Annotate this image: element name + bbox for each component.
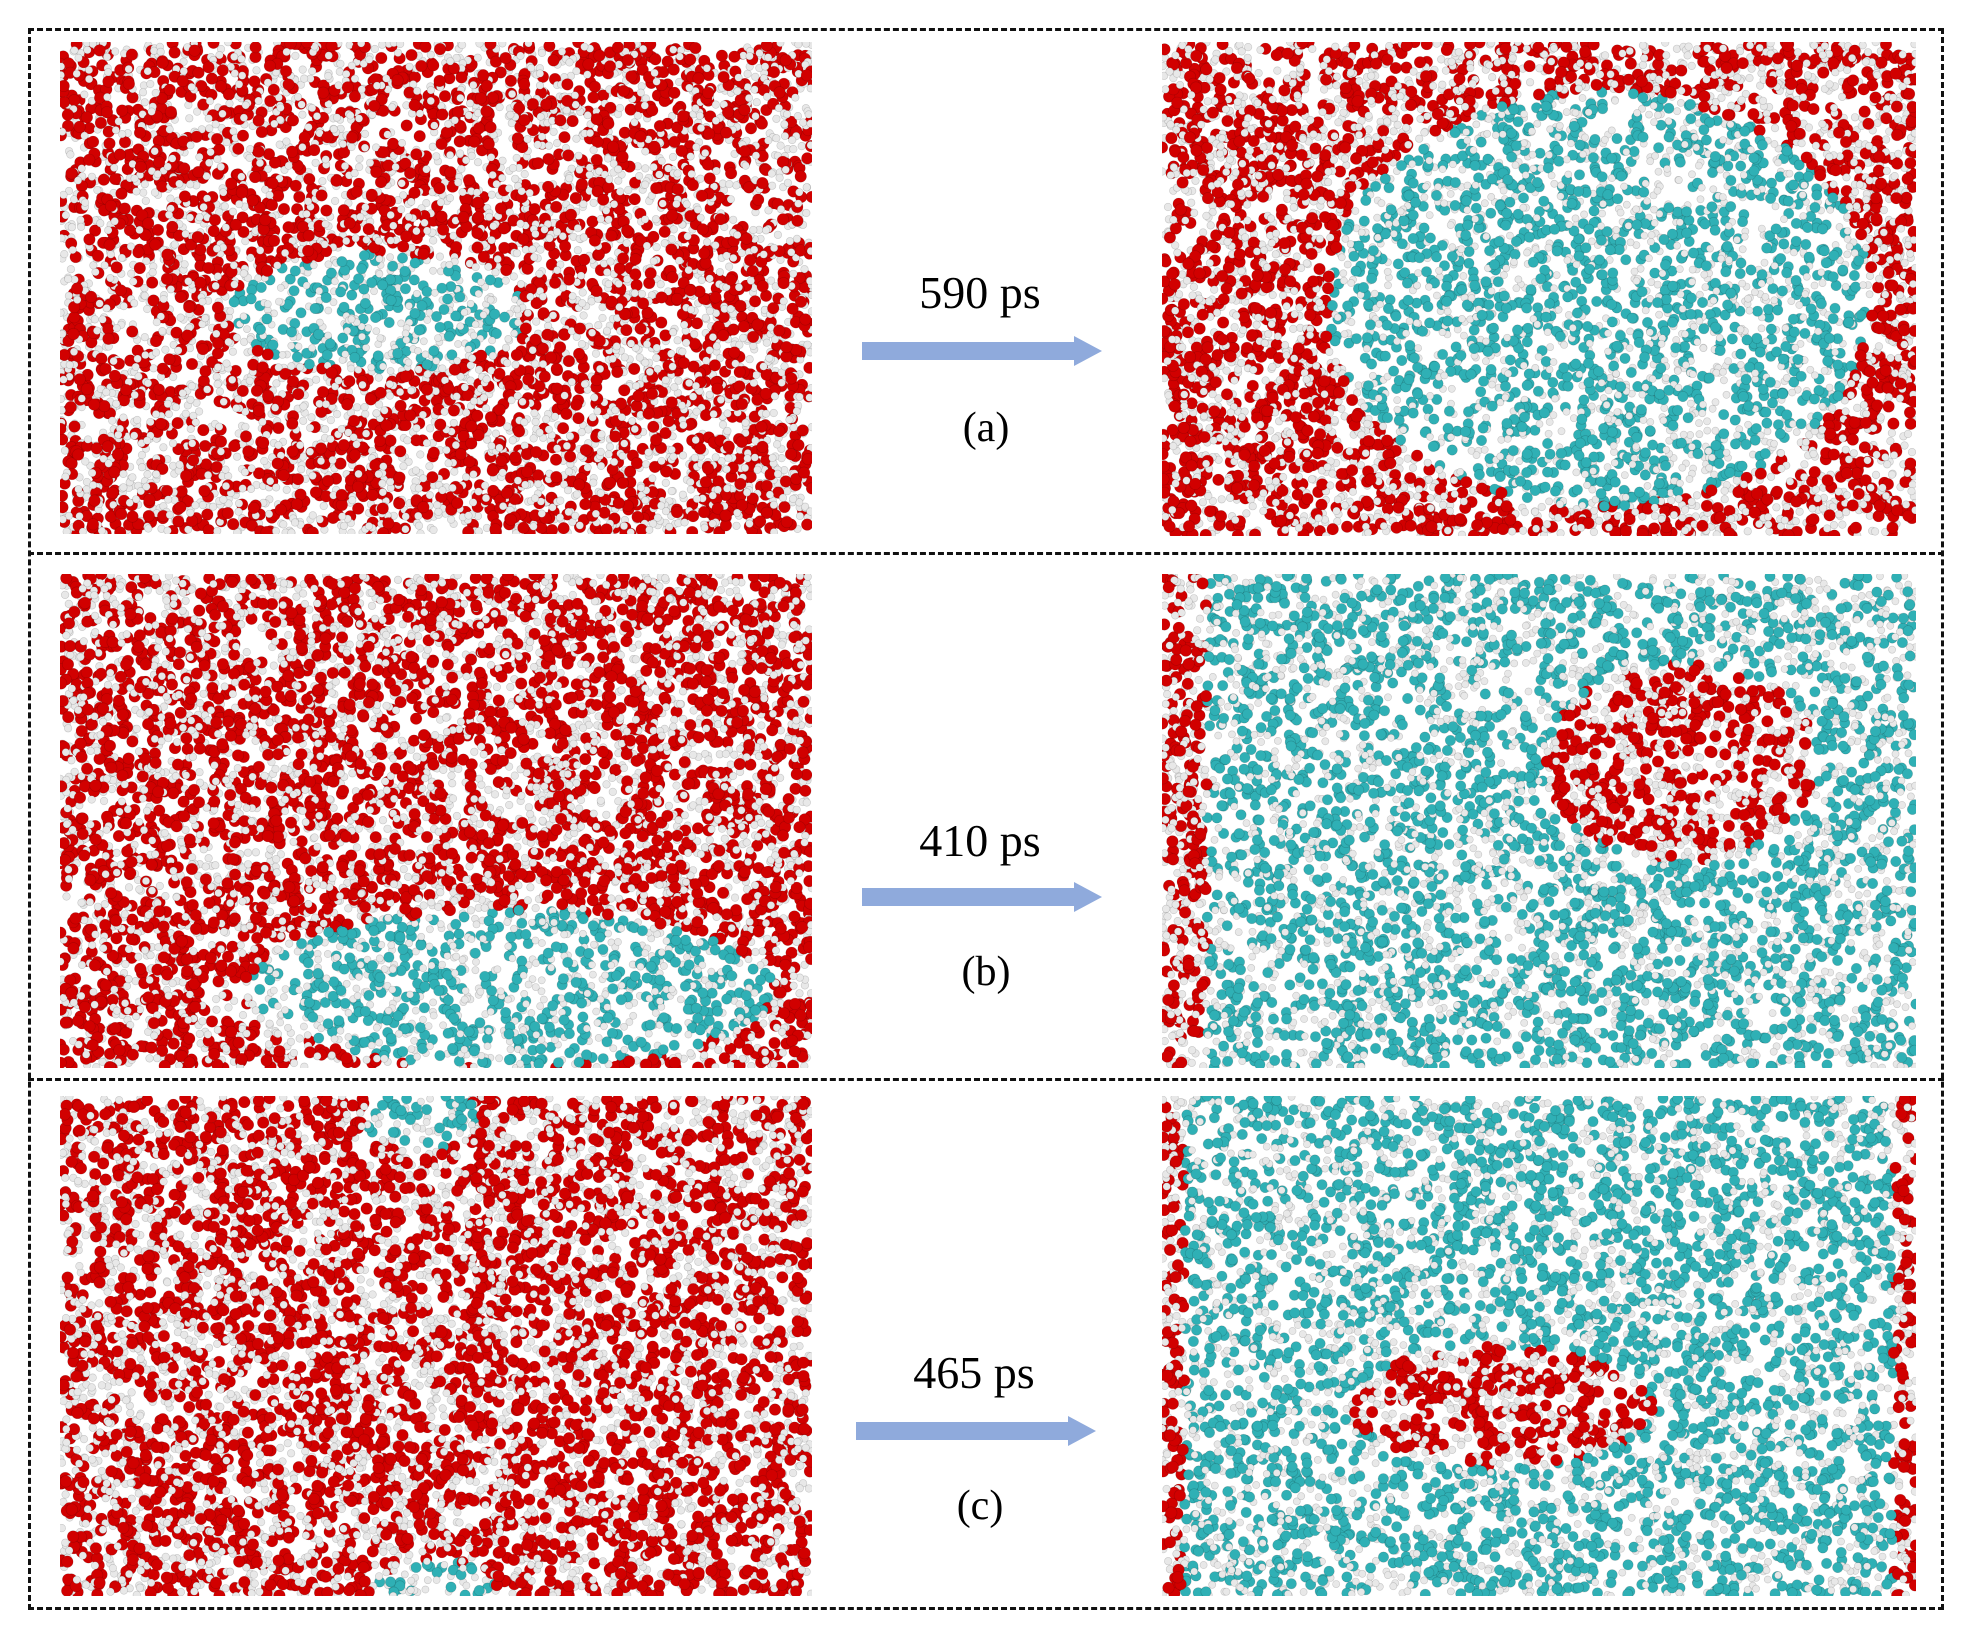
- arrow-b: [862, 882, 1102, 912]
- time-label-a: 590 ps: [850, 266, 1110, 319]
- panel-label-a: (a): [926, 404, 1046, 452]
- time-label-b: 410 ps: [850, 814, 1110, 867]
- arrow-a: [862, 336, 1102, 366]
- time-label-c: 465 ps: [844, 1346, 1104, 1399]
- snapshot-a-initial: [60, 42, 812, 534]
- snapshot-c-final: [1162, 1096, 1916, 1596]
- panel-label-c: (c): [920, 1482, 1040, 1530]
- molecular-texture: [60, 574, 812, 1068]
- molecular-texture: [60, 1096, 812, 1596]
- row-divider-2: [28, 1078, 1944, 1081]
- snapshot-b-initial: [60, 574, 812, 1068]
- outer-dashed-frame: [28, 28, 1944, 1610]
- panel-label-b: (b): [926, 948, 1046, 996]
- molecular-texture: [1162, 42, 1916, 536]
- snapshot-b-final: [1162, 574, 1916, 1068]
- molecular-texture: [60, 42, 812, 534]
- snapshot-c-initial: [60, 1096, 812, 1596]
- molecular-texture: [1162, 1096, 1916, 1596]
- snapshot-a-final: [1162, 42, 1916, 536]
- row-divider-1: [28, 552, 1944, 555]
- molecular-texture: [1162, 574, 1916, 1068]
- arrow-c: [856, 1416, 1096, 1446]
